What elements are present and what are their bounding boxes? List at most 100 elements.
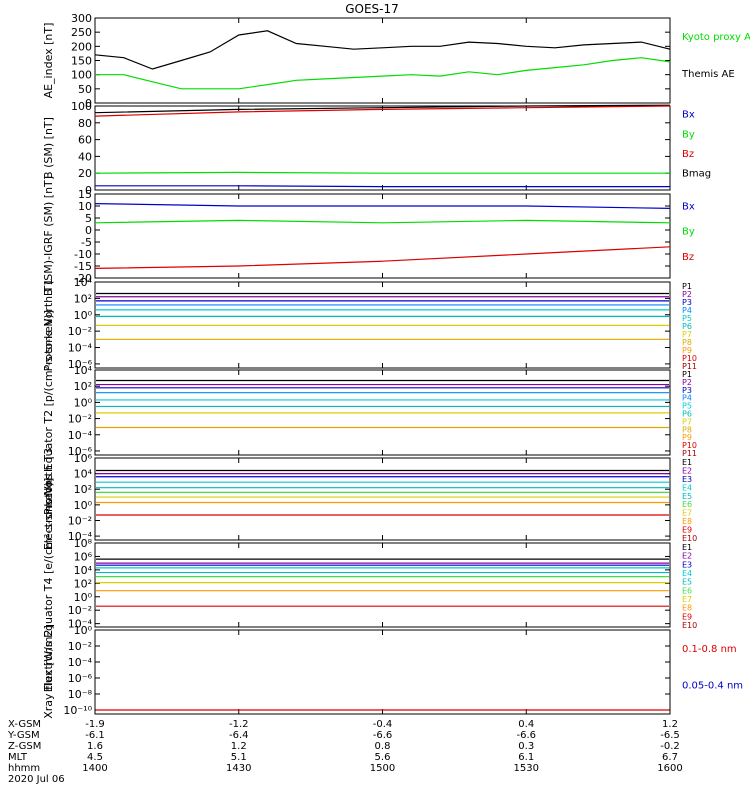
y-tick-label: 100 [71,100,92,113]
y-tick-label: -20 [74,272,92,285]
axis-row-value: 6.7 [662,752,678,763]
y-tick-label: 10⁻⁶ [68,672,93,685]
legend-e9: E9 [682,526,692,535]
legend-item: Kyoto proxy AE [682,32,750,43]
legend-item: Themis AE [681,69,735,80]
legend-p1: P1 [682,282,692,291]
legend-e4: E4 [682,569,692,578]
legend-p6: P6 [682,410,692,419]
legend-e7: E7 [682,595,692,604]
y-tick-label: 10² [74,380,92,393]
axis-row-value: 1.2 [662,719,678,730]
legend-e8: E8 [682,517,692,526]
series-line-kyoto-proxy-ae [95,57,671,90]
legend-p7: P7 [682,417,692,426]
y-tick-label: 10⁻⁴ [68,530,93,543]
legend-item: Bz [682,252,694,263]
legend-p7: P7 [682,330,692,339]
axis-row-value: -1.9 [85,719,105,730]
legend-item: Bx [682,110,695,121]
panel-5: 10⁴ 10² 10⁰ 10⁻² 10⁻⁴ 10⁻⁶ Protons Equator T2 … [42,310,697,515]
y-axis-label: Protons North T1 [42,279,55,372]
y-tick-label: 10⁻⁴ [68,656,93,669]
y-tick-label: 10⁶ [74,550,93,563]
y-tick-label: 10⁴ [74,364,93,377]
axis-row-label: MLT [8,752,28,763]
y-axis-label: B (SM) [nT] [42,117,55,179]
y-tick-label: 100 [71,69,92,82]
axis-row-label: Z-GSM [8,741,41,752]
y-tick-label: -15 [74,260,92,273]
y-tick-label: 20 [78,167,92,180]
axis-row-value: 1.2 [231,741,247,752]
y-tick-label: 10⁰ [74,309,93,322]
legend-item: Bz [682,149,694,160]
series-line-bz [94,105,671,117]
legend-e10: E10 [682,534,697,543]
axis-row-value: -6.6 [373,730,393,741]
y-tick-label: 300 [71,12,92,25]
legend-p9: P9 [682,433,692,442]
y-tick-label: 10⁰ [74,396,93,409]
y-tick-label: 0 [85,97,92,110]
legend-p4: P4 [682,394,692,403]
y-tick-label: 5 [85,212,92,225]
y-tick-label: 0 [85,184,92,197]
legend-p6: P6 [682,322,692,331]
date-label: 2020 Jul 06 [8,774,65,785]
series-line-bx [95,185,670,188]
y-tick-label: 10² [74,292,92,305]
legend-e5: E5 [682,578,692,587]
figure-title: GOES-17 [345,2,399,16]
legend-item: Bmag [682,168,711,179]
legend-item: By [682,227,695,238]
legend-item: By [682,129,695,140]
legend-p9: P9 [682,346,692,355]
axis-row-value: 5.1 [231,752,247,763]
panel-8: 10⁰ 10⁻² 10⁻⁴ 10⁻⁶ 10⁻⁸ 10⁻¹⁰ Xray flux [W/m2]… [42,624,743,719]
legend-p3: P3 [682,298,692,307]
series-line-bmag [94,104,671,114]
legend-p11: P11 [682,449,697,458]
y-tick-label: 10⁻⁸ [68,688,93,701]
axis-row-label: X-GSM [8,719,41,730]
legend-e8: E8 [682,604,692,613]
y-tick-label: 10⁰ [74,591,93,604]
legend-item: 0.1-0.8 nm [682,644,737,655]
legend-p3: P3 [682,386,692,395]
y-tick-label: 10⁸ [74,537,93,550]
legend-p8: P8 [682,425,692,434]
series-line-by [94,171,670,174]
y-axis-label: B (SM)-IGRF (SM) [nT] [42,176,55,296]
axis-row-value: 1400 [82,763,107,774]
axis-row-value: 0.3 [518,741,534,752]
legend-p11: P11 [682,362,697,371]
axis-row-value: -0.2 [660,741,680,752]
x-axis-table: X-GSM -1.9 -1.2 -0.4 0.4 1.2 Y-GSM -6.1 -6.4 -6.6… [7,719,683,785]
y-tick-label: 50 [78,83,92,96]
y-tick-label: 0 [85,224,92,237]
axis-row-value: -6.1 [85,730,105,741]
y-tick-label: 60 [78,134,92,147]
panel-frame [94,629,671,715]
axis-row-value: -1.2 [229,719,249,730]
y-tick-label: -5 [81,236,92,249]
y-tick-label: 10⁻⁴ [68,618,93,631]
legend-p10: P10 [682,354,697,363]
legend-p1: P1 [682,370,692,379]
y-tick-label: 10⁻⁴ [68,429,93,442]
y-tick-label: 10⁻¹⁰ [63,704,92,717]
axis-row-value: 1.6 [87,741,103,752]
legend-p10: P10 [682,441,697,450]
y-tick-label: 10⁶ [74,452,93,465]
y-tick-label: 80 [78,117,92,130]
y-tick-label: 10⁻⁶ [68,358,93,371]
legend-item: 0.05-0.4 nm [682,680,743,691]
y-tick-label: 10⁻² [68,604,92,617]
axis-row-value: 5.6 [375,752,391,763]
y-tick-label: 10⁻² [68,413,92,426]
